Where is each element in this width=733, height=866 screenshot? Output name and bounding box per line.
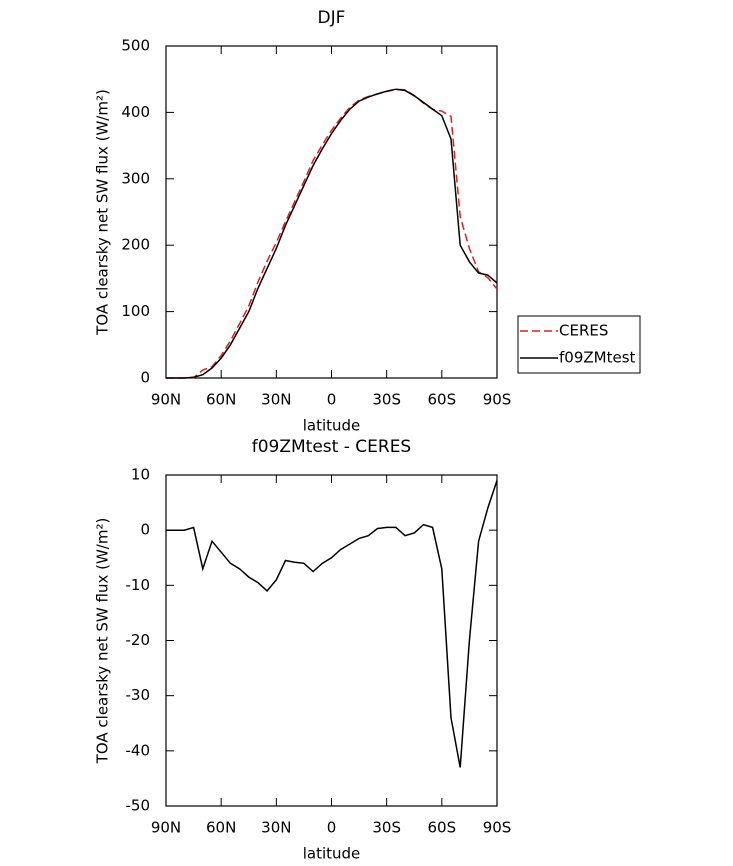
y-axis-label: TOA clearsky net SW flux (W/m²)	[94, 518, 112, 765]
x-tick-label: 60N	[206, 819, 236, 837]
x-tick-label: 30N	[261, 819, 291, 837]
x-tick-label: 30S	[372, 819, 401, 837]
data-line	[166, 88, 498, 379]
chart-title: DJF	[318, 8, 346, 28]
data-line	[166, 88, 498, 379]
x-axis-label: latitude	[303, 845, 361, 863]
x-tick-label: 90N	[151, 391, 181, 409]
chart-title: f09ZMtest - CERES	[252, 437, 411, 457]
y-axis-label: TOA clearsky net SW flux (W/m²)	[94, 89, 112, 336]
x-tick-label: 60S	[428, 819, 457, 837]
y-tick-label: 200	[121, 236, 150, 254]
x-tick-label: 60S	[428, 391, 457, 409]
legend-label: CERES	[559, 322, 608, 340]
x-tick-label: 60N	[206, 391, 236, 409]
x-tick-label: 0	[327, 819, 337, 837]
y-tick-label: -30	[126, 686, 151, 704]
y-tick-label: 100	[121, 302, 150, 320]
y-tick-label: 0	[140, 521, 150, 539]
x-tick-label: 90N	[151, 819, 181, 837]
y-tick-label: -10	[126, 576, 151, 594]
plot-frame	[165, 45, 498, 379]
y-tick-label: -20	[126, 631, 151, 649]
x-axis-label: latitude	[303, 417, 361, 435]
legend-label: f09ZMtest	[559, 349, 636, 367]
y-tick-label: 300	[121, 169, 150, 187]
x-tick-label: 30N	[261, 391, 291, 409]
x-tick-label: 30S	[372, 391, 401, 409]
y-tick-label: 400	[121, 103, 150, 121]
plot-frame	[165, 474, 498, 807]
data-line	[166, 480, 498, 768]
y-tick-label: 500	[121, 37, 150, 55]
y-tick-label: 0	[140, 369, 150, 387]
y-tick-label: -50	[126, 797, 151, 815]
x-tick-label: 0	[327, 391, 337, 409]
y-tick-label: -40	[126, 741, 151, 759]
legend-box	[517, 315, 641, 374]
x-tick-label: 90S	[483, 819, 512, 837]
y-tick-label: 10	[131, 466, 150, 484]
x-tick-label: 90S	[483, 391, 512, 409]
